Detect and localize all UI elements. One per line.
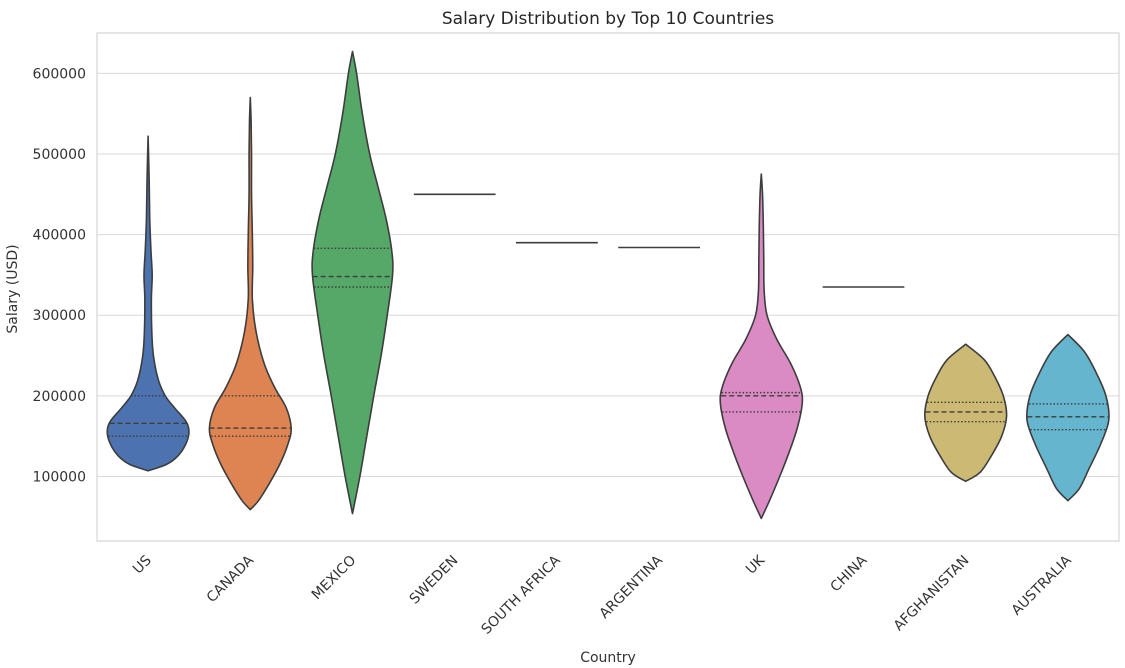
x-tick-label: ARGENTINA [596, 552, 666, 622]
violin-us [106, 135, 190, 472]
violin-australia [1025, 333, 1110, 502]
y-tick-label: 400000 [33, 228, 86, 244]
chart-title: Salary Distribution by Top 10 Countries [442, 9, 774, 29]
x-tick-label: US [130, 552, 155, 577]
x-tick-label: CANADA [204, 552, 258, 606]
y-tick-label: 600000 [33, 66, 86, 82]
x-axis-ticks: US CANADA MEXICO SWEDEN SOUTH AFRICA ARGENTIN… [130, 552, 1075, 638]
violin-afghanistan [923, 343, 1008, 483]
x-axis-title: Country [580, 650, 636, 666]
x-tick-label: CHINA [828, 552, 871, 595]
violin-body [923, 343, 1008, 483]
y-tick-label: 300000 [33, 308, 86, 324]
y-axis-title: Salary (USD) [5, 244, 21, 333]
x-tick-label: AFGHANISTAN [891, 553, 973, 635]
violins [106, 50, 1110, 520]
y-axis-ticks: 100000 200000 300000 400000 500000 600000 [33, 66, 86, 485]
violin-uk [719, 173, 804, 520]
violin-body [311, 50, 394, 515]
x-tick-label: AUSTRALIA [1009, 552, 1075, 618]
violin-body [106, 135, 190, 472]
violin-mexico [311, 50, 394, 515]
violin-body [1025, 333, 1110, 502]
x-tick-label: UK [743, 552, 769, 578]
violin-canada [208, 96, 292, 511]
y-tick-label: 500000 [33, 147, 86, 163]
violin-body [719, 173, 804, 520]
y-tick-label: 200000 [33, 389, 86, 405]
violin-body [208, 96, 292, 511]
x-tick-label: MEXICO [309, 553, 360, 604]
y-tick-label: 100000 [33, 469, 86, 485]
x-tick-label: SWEDEN [407, 553, 462, 608]
x-tick-label: SOUTH AFRICA [479, 552, 565, 638]
